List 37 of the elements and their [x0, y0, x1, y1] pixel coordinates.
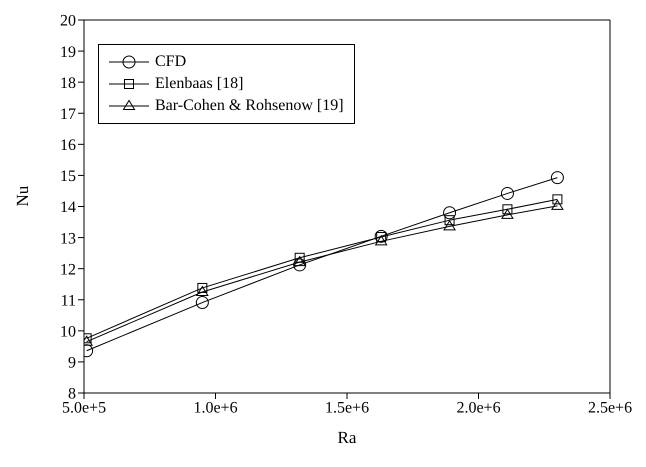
legend-label: Bar-Cohen & Rohsenow [19]	[155, 97, 344, 115]
point	[196, 296, 209, 310]
y-tick-label: 10	[60, 324, 76, 341]
y-tick-label: 14	[60, 199, 76, 216]
point	[502, 204, 512, 214]
x-tick-label: 1.5e+6	[324, 399, 370, 416]
y-tick-label: 15	[60, 168, 76, 186]
point	[444, 215, 455, 226]
x-tick-label: 1.0e+6	[193, 399, 238, 416]
point	[501, 208, 514, 219]
y-tick-label: 11	[60, 292, 76, 310]
point	[552, 194, 562, 204]
y-tick-label: 12	[60, 261, 76, 278]
point	[551, 200, 564, 210]
point	[443, 206, 456, 220]
point	[550, 171, 564, 184]
y-tick-label: 9	[68, 354, 76, 372]
y-axis-title: Nu	[13, 185, 32, 206]
y-tick-label: 16	[60, 137, 76, 154]
x-axis-title: Ra	[338, 428, 357, 447]
point	[293, 258, 306, 272]
x-tick-label: 2.0e+6	[456, 399, 501, 416]
legend-label: Elenbaas [18]	[155, 75, 244, 93]
point	[196, 286, 208, 296]
y-tick-label: 17	[60, 106, 76, 123]
point	[375, 235, 388, 246]
point	[444, 220, 456, 230]
y-tick-label: 20	[60, 12, 76, 30]
point	[294, 252, 305, 263]
y-tick-label: 19	[60, 44, 76, 61]
legend-label: CFD	[155, 53, 186, 71]
y-tick-label: 13	[60, 230, 76, 248]
y-tick-label: 18	[60, 74, 76, 92]
point	[500, 186, 514, 200]
point	[197, 282, 208, 293]
x-tick-label: 2.5e+6	[588, 399, 632, 416]
point	[294, 256, 306, 266]
